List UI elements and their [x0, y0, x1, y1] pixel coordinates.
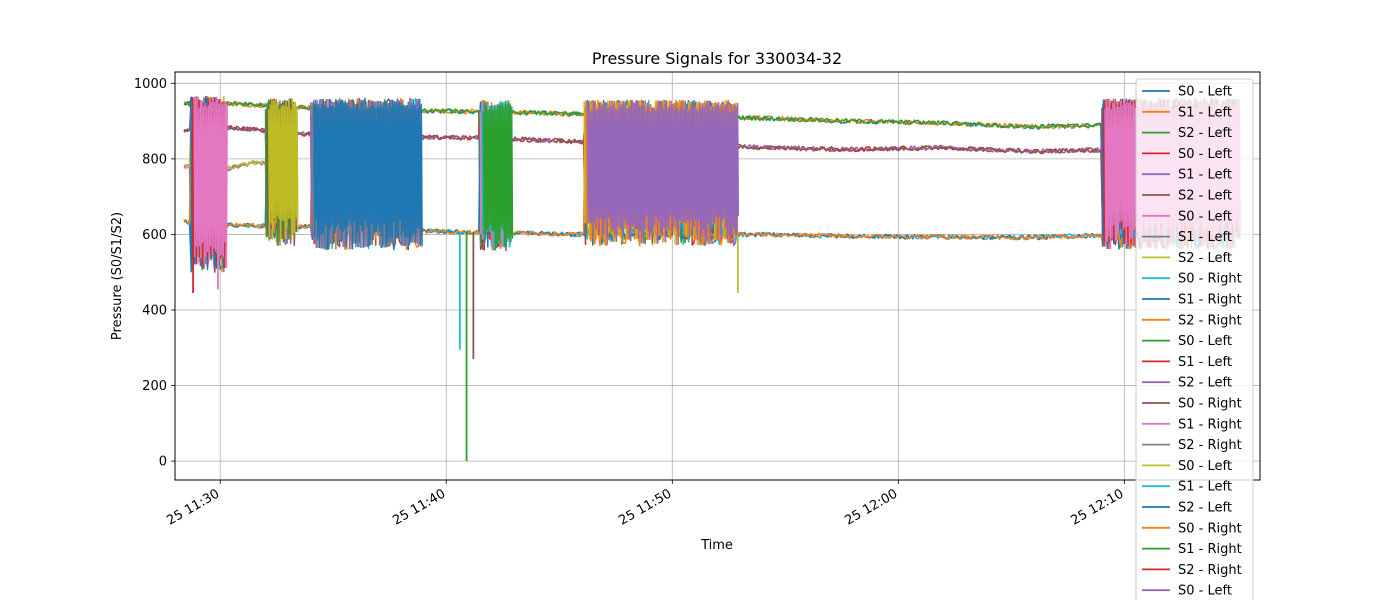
legend-entry: S0 - Left: [1178, 459, 1232, 474]
legend-entry: S0 - Right: [1178, 272, 1242, 287]
legend-entry: S2 - Left: [1178, 189, 1232, 204]
y-tick-label: 800: [142, 152, 167, 167]
legend-entry: S2 - Right: [1178, 563, 1242, 578]
legend-entry: S0 - Left: [1178, 85, 1232, 100]
plot-frame: [174, 71, 1261, 481]
legend-entry: S0 - Right: [1178, 521, 1242, 536]
legend-entry: S2 - Left: [1178, 501, 1232, 516]
legend-entry: S1 - Right: [1178, 542, 1242, 557]
y-axis-title: Pressure (S0/S1/S2): [110, 212, 125, 340]
legend-box: [1135, 78, 1254, 600]
legend-entry: S2 - Left: [1178, 376, 1232, 391]
legend-entry: S0 - Left: [1178, 584, 1232, 599]
legend-entry: S1 - Left: [1178, 168, 1232, 183]
series-lines: [183, 95, 1241, 462]
series-burst: [193, 97, 228, 269]
y-axis-ticks: 0 200 400 600 800 1000: [134, 77, 175, 470]
series-burst: [586, 100, 740, 246]
y-tick-label: 600: [142, 228, 167, 243]
y-tick-label: 0: [159, 455, 167, 470]
legend-entry: S1 - Left: [1178, 355, 1232, 370]
series-burst: [313, 98, 423, 250]
legend-entry: S1 - Left: [1178, 480, 1232, 495]
legend-entry: S0 - Left: [1178, 147, 1232, 162]
legend-entry: S0 - Left: [1178, 334, 1232, 349]
y-tick-label: 1000: [134, 77, 167, 92]
legend-entry: S2 - Left: [1178, 126, 1232, 141]
legend-entry: S1 - Right: [1178, 417, 1242, 432]
series-burst: [267, 98, 299, 246]
legend-entry: S0 - Right: [1178, 397, 1242, 412]
chart-title: Pressure Signals for 330034-32: [592, 49, 842, 68]
legend-entry: S2 - Left: [1178, 251, 1232, 266]
x-axis-title: Time: [700, 538, 733, 553]
legend-entry: S0 - Left: [1178, 209, 1232, 224]
legend-entry: S2 - Right: [1178, 313, 1242, 328]
series-line-base: [183, 95, 1238, 273]
legend-entry: S1 - Left: [1178, 105, 1232, 120]
legend-entry: S1 - Left: [1178, 230, 1232, 245]
series-burst: [482, 100, 514, 250]
y-tick-label: 200: [142, 379, 167, 394]
legend: S0 - Left S1 - Left S2 - Left S0 - Left S1 -…: [1135, 78, 1254, 600]
y-tick-label: 400: [142, 304, 167, 319]
legend-entry: S1 - Right: [1178, 293, 1242, 308]
legend-entry: S2 - Right: [1178, 438, 1242, 453]
